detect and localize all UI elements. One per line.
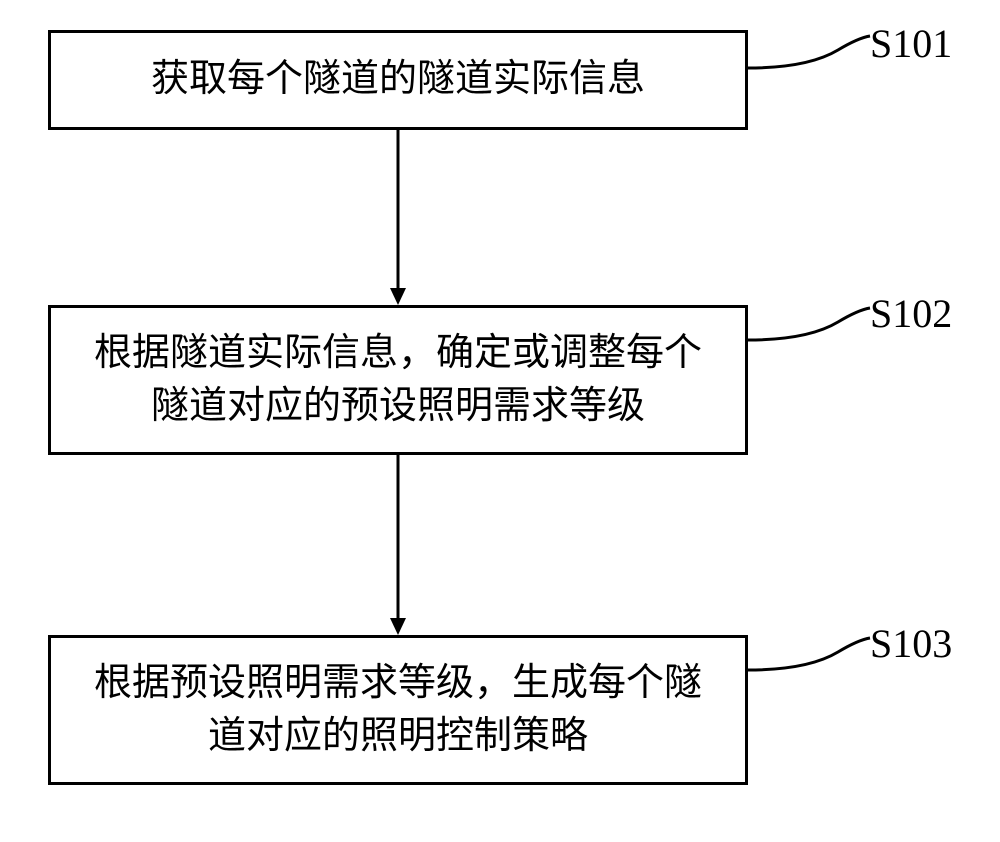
step-box-s103: 根据预设照明需求等级，生成每个隧道对应的照明控制策略 xyxy=(48,635,748,785)
step-label-s103: S103 xyxy=(870,620,952,667)
step-box-s101: 获取每个隧道的隧道实际信息 xyxy=(48,30,748,130)
step-text-s103: 根据预设照明需求等级，生成每个隧道对应的照明控制策略 xyxy=(81,657,715,763)
step-box-s102: 根据隧道实际信息，确定或调整每个隧道对应的预设照明需求等级 xyxy=(48,305,748,455)
step-label-s102: S102 xyxy=(870,290,952,337)
step-text-s102: 根据隧道实际信息，确定或调整每个隧道对应的预设照明需求等级 xyxy=(81,327,715,433)
arrow-1-to-2 xyxy=(388,130,408,310)
arrow-2-to-3 xyxy=(388,455,408,640)
step-text-s101: 获取每个隧道的隧道实际信息 xyxy=(151,53,645,106)
step-label-s101: S101 xyxy=(870,20,952,67)
